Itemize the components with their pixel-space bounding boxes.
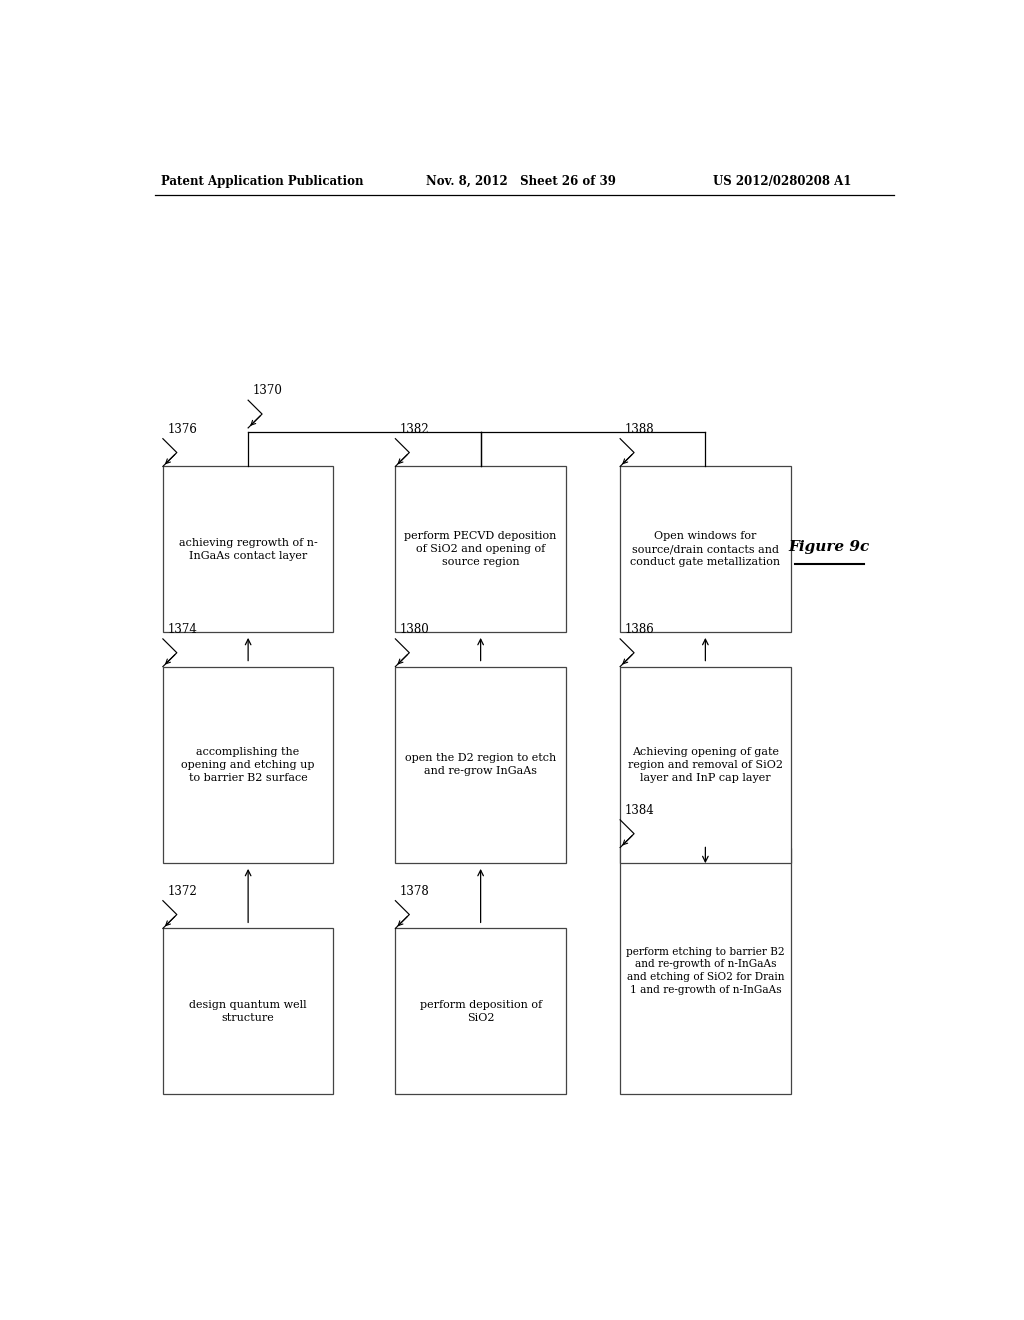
Text: perform deposition of
SiO2: perform deposition of SiO2 — [420, 999, 542, 1023]
Text: 1378: 1378 — [400, 884, 430, 898]
Text: 1388: 1388 — [625, 422, 654, 436]
FancyBboxPatch shape — [621, 847, 791, 1094]
Text: Figure 9c: Figure 9c — [788, 540, 870, 554]
Text: 1374: 1374 — [168, 623, 198, 636]
Text: perform etching to barrier B2
and re-growth of n-InGaAs
and etching of SiO2 for : perform etching to barrier B2 and re-gro… — [626, 946, 784, 995]
Text: 1382: 1382 — [400, 422, 430, 436]
Text: Open windows for
source/drain contacts and
conduct gate metallization: Open windows for source/drain contacts a… — [631, 532, 780, 568]
FancyBboxPatch shape — [621, 466, 791, 632]
Text: 1372: 1372 — [168, 884, 198, 898]
Text: 1376: 1376 — [168, 422, 198, 436]
FancyBboxPatch shape — [395, 466, 566, 632]
Text: 1384: 1384 — [625, 804, 654, 817]
Text: perform PECVD deposition
of SiO2 and opening of
source region: perform PECVD deposition of SiO2 and ope… — [404, 532, 557, 568]
Text: open the D2 region to etch
and re-grow InGaAs: open the D2 region to etch and re-grow I… — [406, 754, 556, 776]
FancyBboxPatch shape — [163, 466, 334, 632]
Text: Nov. 8, 2012   Sheet 26 of 39: Nov. 8, 2012 Sheet 26 of 39 — [426, 176, 616, 187]
Text: US 2012/0280208 A1: US 2012/0280208 A1 — [713, 176, 852, 187]
FancyBboxPatch shape — [163, 667, 334, 863]
Text: 1370: 1370 — [253, 384, 283, 397]
FancyBboxPatch shape — [395, 928, 566, 1094]
Text: 1386: 1386 — [625, 623, 654, 636]
Text: achieving regrowth of n-
InGaAs contact layer: achieving regrowth of n- InGaAs contact … — [179, 537, 317, 561]
Text: 1380: 1380 — [400, 623, 430, 636]
Text: accomplishing the
opening and etching up
to barrier B2 surface: accomplishing the opening and etching up… — [181, 747, 314, 783]
FancyBboxPatch shape — [163, 928, 334, 1094]
Text: design quantum well
structure: design quantum well structure — [189, 999, 307, 1023]
FancyBboxPatch shape — [621, 667, 791, 863]
Text: Achieving opening of gate
region and removal of SiO2
layer and InP cap layer: Achieving opening of gate region and rem… — [628, 747, 783, 783]
FancyBboxPatch shape — [395, 667, 566, 863]
Text: Patent Application Publication: Patent Application Publication — [161, 176, 364, 187]
